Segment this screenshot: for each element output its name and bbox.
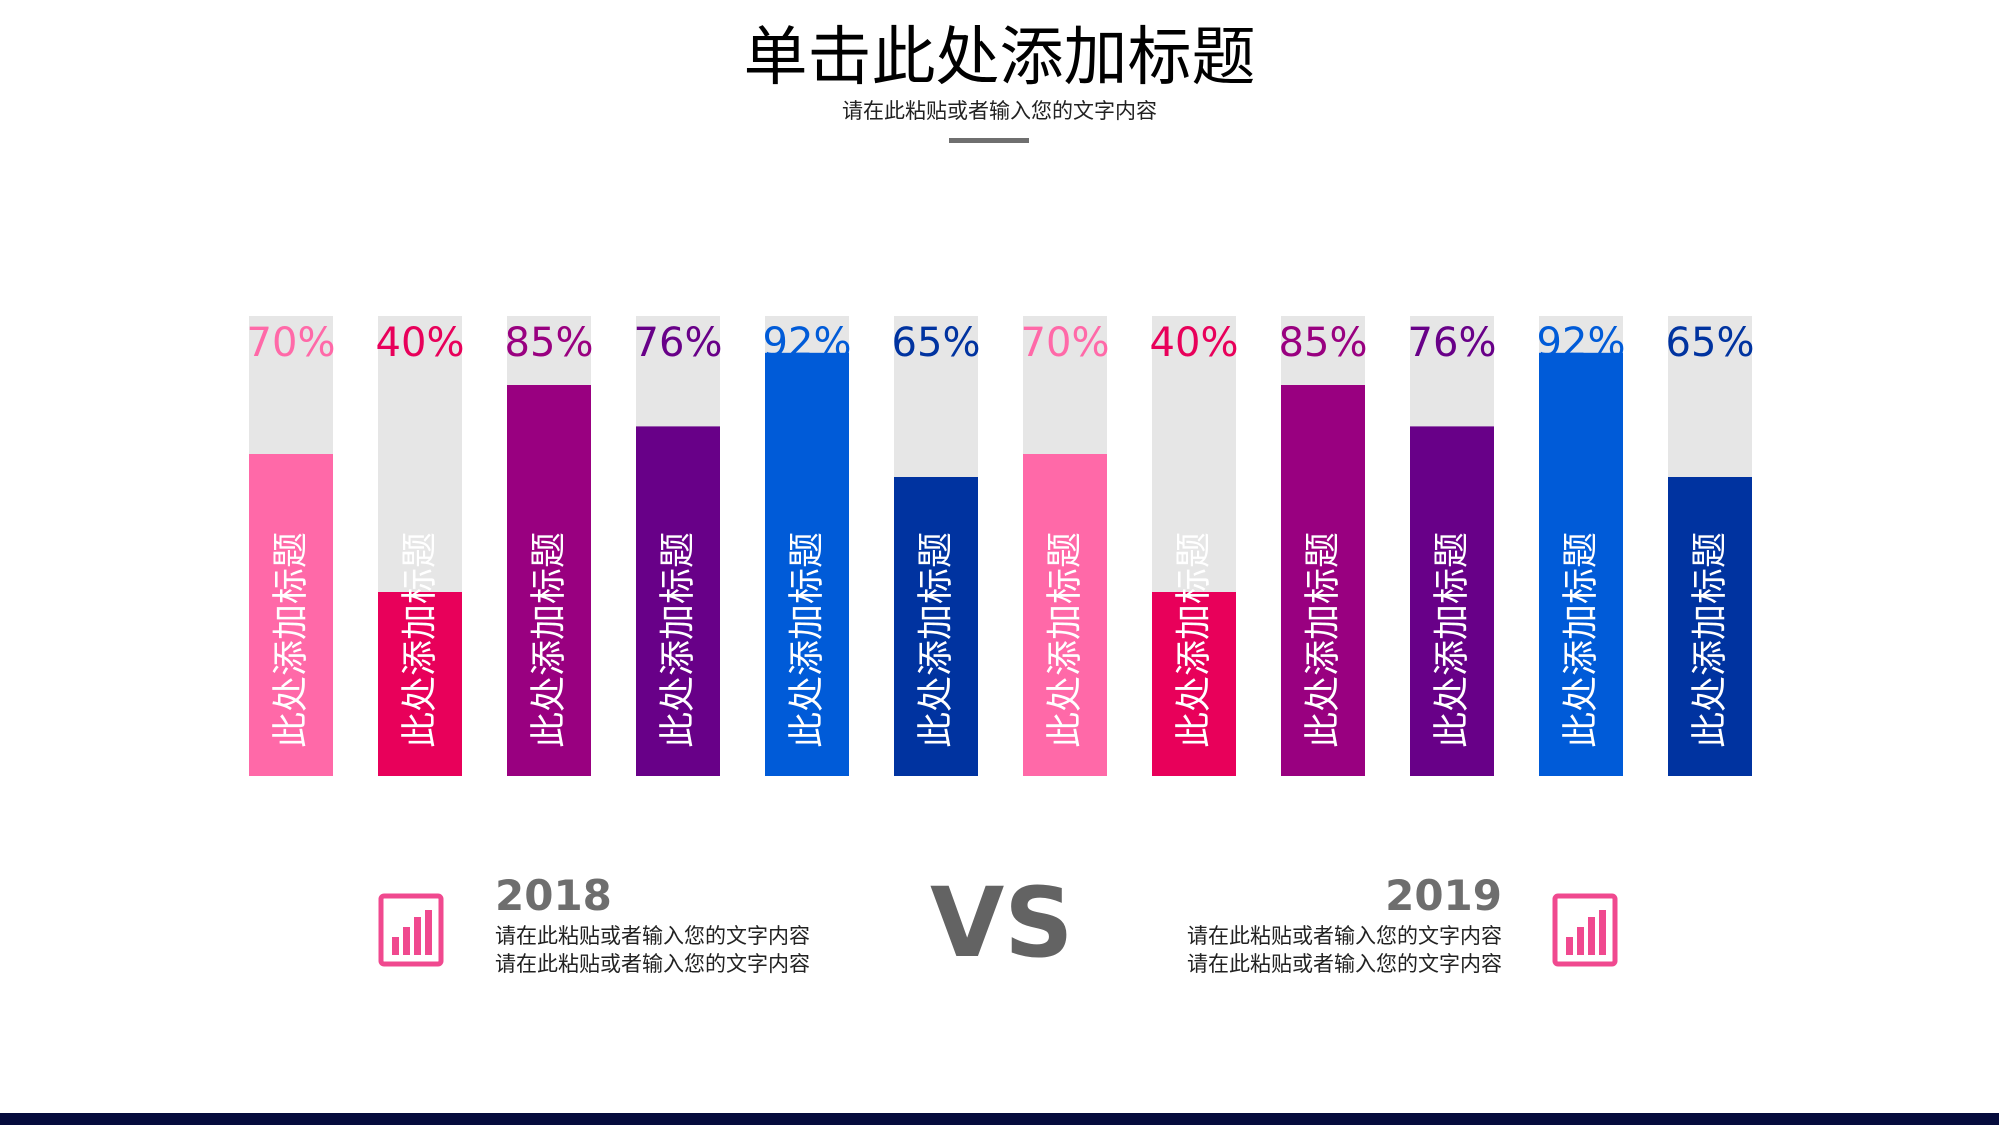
bar-value-label: 70% bbox=[1021, 320, 1110, 366]
page-subtitle: 请在此粘贴或者输入您的文字内容 bbox=[842, 99, 1157, 123]
bar bbox=[765, 352, 849, 776]
bar-group: 65% 此处添加标题 bbox=[1666, 316, 1755, 776]
bar-value-label: 40% bbox=[376, 320, 465, 366]
bar-value-label: 40% bbox=[1150, 320, 1239, 366]
bar-category-label: 此处添加标题 bbox=[1690, 532, 1731, 748]
year-2019-label: 2019 bbox=[1385, 871, 1502, 920]
bar-group: 40% 此处添加标题 bbox=[376, 316, 465, 776]
bar-category-label: 此处添加标题 bbox=[529, 532, 570, 748]
bar-group: 40% 此处添加标题 bbox=[1150, 316, 1239, 776]
bar-value-label: 70% bbox=[247, 320, 336, 366]
bar-value-label: 85% bbox=[1279, 320, 1368, 366]
bar bbox=[636, 426, 720, 776]
bar bbox=[249, 454, 333, 776]
bar-category-label: 此处添加标题 bbox=[787, 532, 828, 748]
bar-category-label: 此处添加标题 bbox=[271, 532, 312, 748]
vs-label: VS bbox=[930, 867, 1074, 979]
title-underline bbox=[949, 138, 1029, 143]
bar-group: 76% 此处添加标题 bbox=[634, 316, 723, 776]
footer-bar bbox=[0, 1113, 1999, 1125]
bar-group: 85% 此处添加标题 bbox=[1279, 316, 1368, 776]
bar-category-label: 此处添加标题 bbox=[400, 532, 441, 748]
bar-group: 92% 此处添加标题 bbox=[1537, 316, 1626, 776]
bar-value-label: 85% bbox=[505, 320, 594, 366]
bar bbox=[1539, 352, 1623, 776]
bar-value-label: 65% bbox=[892, 320, 981, 366]
bar bbox=[1023, 454, 1107, 776]
bar bbox=[1410, 426, 1494, 776]
bar bbox=[378, 592, 462, 776]
bar-category-label: 此处添加标题 bbox=[1432, 532, 1473, 748]
bar-category-label: 此处添加标题 bbox=[1303, 532, 1344, 748]
bar-group: 70% 此处添加标题 bbox=[1021, 316, 1110, 776]
bar bbox=[1281, 385, 1365, 776]
bar-group: 65% 此处添加标题 bbox=[892, 316, 981, 776]
bar-value-label: 76% bbox=[634, 320, 723, 366]
bar-value-label: 65% bbox=[1666, 320, 1755, 366]
bar-value-label: 92% bbox=[1537, 320, 1626, 366]
right-description: 请在此粘贴或者输入您的文字内容请在此粘贴或者输入您的文字内容 bbox=[1187, 924, 1502, 976]
bar bbox=[1668, 477, 1752, 776]
bar-category-label: 此处添加标题 bbox=[916, 532, 957, 748]
bar bbox=[507, 385, 591, 776]
bar-value-label: 92% bbox=[763, 320, 852, 366]
page-title: 单击此处添加标题 bbox=[743, 21, 1256, 95]
left-description: 请在此粘贴或者输入您的文字内容请在此粘贴或者输入您的文字内容 bbox=[495, 924, 810, 976]
bar-chart-icon bbox=[1552, 893, 1618, 967]
bar-category-label: 此处添加标题 bbox=[1174, 532, 1215, 748]
bar-category-label: 此处添加标题 bbox=[1561, 532, 1602, 748]
bar-value-label: 76% bbox=[1408, 320, 1497, 366]
bar bbox=[1152, 592, 1236, 776]
bar bbox=[894, 477, 978, 776]
bar-group: 70% 此处添加标题 bbox=[247, 316, 336, 776]
bar-chart-icon bbox=[378, 893, 444, 967]
year-2018-label: 2018 bbox=[495, 871, 612, 920]
bar-group: 92% 此处添加标题 bbox=[763, 316, 852, 776]
bar-category-label: 此处添加标题 bbox=[658, 532, 699, 748]
bar-category-label: 此处添加标题 bbox=[1045, 532, 1086, 748]
bar-group: 76% 此处添加标题 bbox=[1408, 316, 1497, 776]
bar-group: 85% 此处添加标题 bbox=[505, 316, 594, 776]
